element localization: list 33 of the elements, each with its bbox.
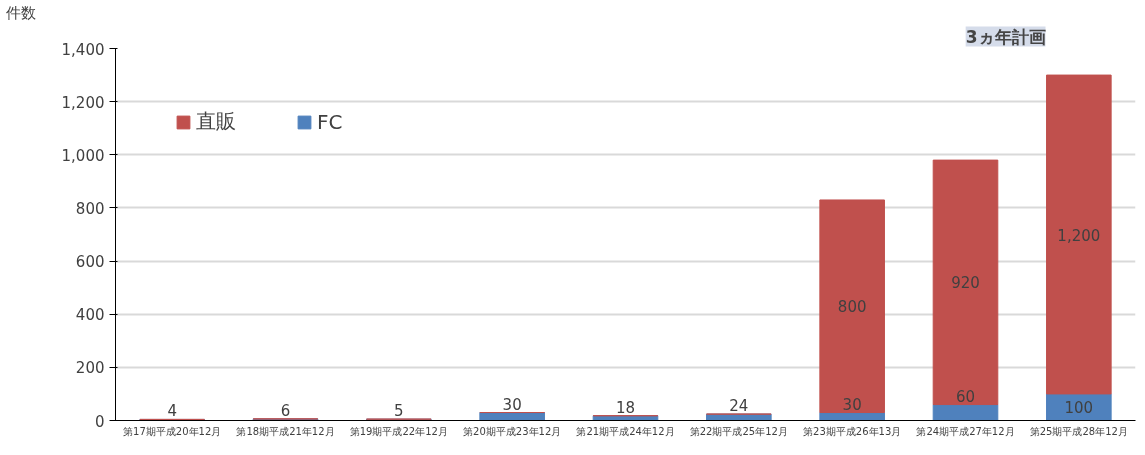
- y-tick-label: 0: [94, 412, 105, 431]
- legend-label: 直販: [196, 108, 236, 135]
- x-tick-label: 第20期平成23年12月: [463, 425, 562, 437]
- x-tick-label: 第21期平成24年12月: [576, 425, 675, 437]
- x-tick-label: 第19期平成22年12月: [349, 425, 448, 437]
- y-tick-label: 600: [75, 253, 105, 272]
- data-label: 60: [955, 387, 976, 406]
- y-tick-label: 200: [75, 359, 105, 378]
- x-tick-label: 第18期平成21年12月: [236, 425, 335, 437]
- y-tick-label: 1,400: [61, 40, 105, 59]
- x-tick-label: 第24期平成27年12月: [916, 425, 1015, 437]
- x-tick-label: 第22期平成25年12月: [689, 425, 788, 437]
- data-label: 24: [729, 397, 749, 416]
- y-tick-label: 1,200: [61, 93, 105, 112]
- data-label: 100: [1064, 399, 1094, 418]
- y-tick-label: 1,000: [61, 146, 105, 165]
- data-label: 6: [280, 401, 291, 420]
- data-label: 30: [842, 395, 862, 414]
- y-tick-label: 800: [75, 199, 105, 218]
- text: 3ヵ年計画: [965, 26, 1046, 47]
- data-label: 5: [394, 402, 404, 421]
- data-label: 4: [167, 402, 177, 421]
- data-label: 30: [502, 395, 522, 414]
- x-tick-label: 第17期平成20年12月: [123, 425, 222, 437]
- y-axis-title: 件数: [5, 3, 36, 22]
- x-tick-label: 第25期平成28年12月: [1029, 425, 1128, 437]
- y-tick-label: 400: [75, 306, 105, 325]
- legend-label: FC: [317, 109, 343, 134]
- x-tick-label: 第23期平成26年13月: [803, 425, 902, 437]
- data-label: 800: [837, 298, 867, 317]
- data-label: 1,200: [1057, 226, 1101, 245]
- data-label: 18: [615, 398, 636, 417]
- data-label: 920: [951, 274, 980, 293]
